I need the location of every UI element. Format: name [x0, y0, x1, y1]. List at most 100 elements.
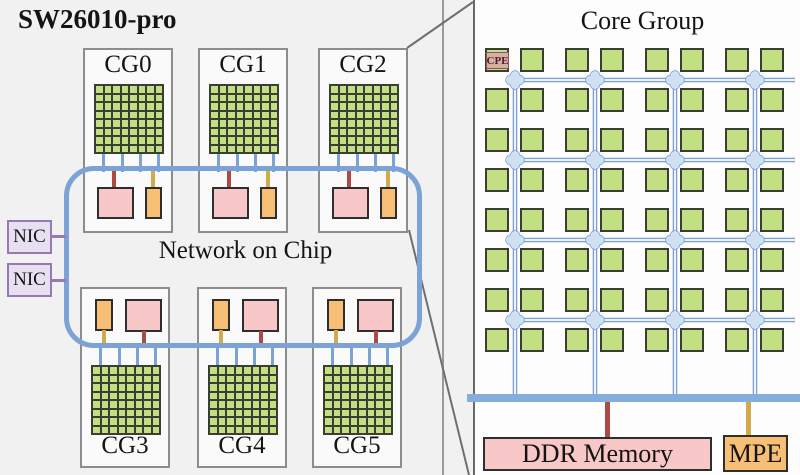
- cpe-cell: [382, 128, 389, 135]
- cpe-cell: [127, 367, 134, 374]
- cpe-cell: [227, 392, 234, 399]
- cpe-cell: [211, 137, 218, 144]
- cpe-cell: [390, 137, 397, 144]
- cpe-cell: [218, 384, 225, 391]
- mpe-link-line: [219, 330, 223, 346]
- cpe-cell: [244, 384, 251, 391]
- cpe-cell: [138, 94, 145, 101]
- ddr-link-line: [112, 171, 116, 187]
- cpe-cell: [228, 111, 235, 118]
- cpe-cell: [269, 367, 276, 374]
- cpe-cluster-grid: [208, 365, 278, 435]
- cpe-cell: [244, 392, 251, 399]
- cpe-cell: [253, 103, 260, 110]
- cpe-cell: [325, 392, 332, 399]
- cpe-cell: [269, 426, 276, 433]
- cpe-cell: [236, 86, 243, 93]
- cpe-cell: [348, 111, 355, 118]
- cpe-cluster-grid: [323, 365, 393, 435]
- cg-box-cg4: CG4: [197, 287, 287, 468]
- cpe-cell: [127, 375, 134, 382]
- cpe-cell: [110, 392, 117, 399]
- cpe-square: [565, 288, 589, 312]
- cpe-cell: [135, 409, 142, 416]
- cpe-cell: [219, 120, 226, 127]
- noc-link-line: [368, 348, 371, 366]
- cpe-cell: [210, 418, 217, 425]
- ddr-link-line: [259, 331, 263, 346]
- cpe-cell: [367, 367, 374, 374]
- cpe-cell: [235, 375, 242, 382]
- cpe-cell: [218, 367, 225, 374]
- cpe-cell: [270, 86, 277, 93]
- cpe-cell: [325, 401, 332, 408]
- cpe-cell: [96, 111, 103, 118]
- cpe-cell: [356, 128, 363, 135]
- cpe-cell: [235, 409, 242, 416]
- cpe-cell: [93, 375, 100, 382]
- cpe-cell: [270, 145, 277, 152]
- nic-link-line: [51, 235, 66, 238]
- ddr-link-line: [227, 171, 231, 187]
- cpe-cell: [367, 375, 374, 382]
- cpe-cell: [390, 111, 397, 118]
- cpe-cell: [339, 128, 346, 135]
- cpe-cell: [101, 375, 108, 382]
- cpe-cell: [135, 426, 142, 433]
- cpe-square: [600, 168, 624, 192]
- mpe-link-line: [151, 171, 155, 187]
- cpe-square: [760, 208, 784, 232]
- cpe-cell: [350, 426, 357, 433]
- cpe-cell: [227, 367, 234, 374]
- cpe-cell: [152, 375, 159, 382]
- noc-link-line: [121, 154, 124, 172]
- cpe-square: [645, 328, 669, 352]
- cpe-cell: [211, 86, 218, 93]
- cpe-cell: [113, 111, 120, 118]
- cpe-cell: [382, 103, 389, 110]
- cpe-cell: [333, 426, 340, 433]
- cpe-cell: [262, 128, 269, 135]
- separator-line: [442, 0, 444, 475]
- cpe-cell: [104, 128, 111, 135]
- cpe-cell: [384, 401, 391, 408]
- cpe-cell: [218, 401, 225, 408]
- cpe-square: [485, 128, 509, 152]
- cpe-cell: [155, 128, 162, 135]
- cpe-cell: [147, 120, 154, 127]
- cpe-cell: [218, 375, 225, 382]
- nic-box-1: NIC: [7, 263, 52, 297]
- cpe-cell: [104, 120, 111, 127]
- cpe-cell: [235, 401, 242, 408]
- cpe-square: [520, 128, 544, 152]
- cpe-cell: [93, 409, 100, 416]
- cpe-cell: [262, 103, 269, 110]
- cpe-cell: [138, 128, 145, 135]
- cpe-cell: [227, 384, 234, 391]
- cpe-cell: [210, 401, 217, 408]
- cpe-cell: [331, 86, 338, 93]
- nic-label: NIC: [13, 269, 46, 290]
- cpe-cell: [333, 367, 340, 374]
- cpe-cell: [252, 384, 259, 391]
- cpe-square: [600, 128, 624, 152]
- mini-ddr-box: [242, 299, 279, 332]
- cpe-cell: [245, 111, 252, 118]
- noc-link-line: [216, 348, 219, 366]
- cpe-cell: [101, 392, 108, 399]
- cpe-cell: [121, 137, 128, 144]
- cpe-cell: [270, 128, 277, 135]
- cpe-cell: [219, 137, 226, 144]
- cpe-cell: [373, 86, 380, 93]
- cpe-cell: [130, 94, 137, 101]
- cpe-cell: [104, 145, 111, 152]
- callout-line-top: [406, 1, 474, 49]
- cpe-cell: [331, 103, 338, 110]
- cpe-cell: [228, 86, 235, 93]
- cpe-cell: [96, 120, 103, 127]
- mpe-link-line: [334, 330, 338, 346]
- cpe-cell: [331, 120, 338, 127]
- cg-box-cg1: CG1: [198, 48, 288, 233]
- cpe-square: [760, 288, 784, 312]
